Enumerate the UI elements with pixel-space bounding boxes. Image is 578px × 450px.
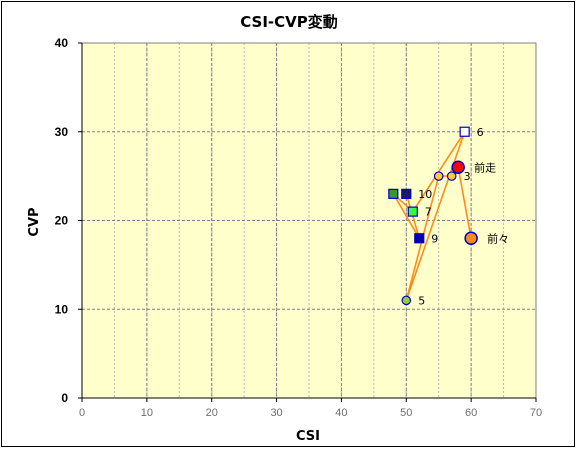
y-tick-label: 20	[55, 214, 69, 228]
y-tick-label: 30	[55, 125, 69, 139]
x-tick-label: 40	[335, 407, 347, 419]
data-point-5	[401, 295, 412, 306]
x-tick-label: 20	[206, 407, 218, 419]
y-tick-label: 40	[55, 36, 69, 50]
y-tick-label: 0	[61, 391, 68, 405]
point-label-3: 3	[464, 170, 471, 183]
point-label-前々: 前々	[487, 231, 509, 245]
point-label-7: 7	[425, 206, 432, 219]
x-tick-label: 0	[79, 407, 85, 419]
y-tick-label: 10	[55, 302, 69, 316]
x-tick-label: 70	[530, 407, 542, 419]
data-point-6	[459, 126, 470, 137]
point-label-5: 5	[418, 294, 425, 307]
point-label-9: 9	[431, 232, 438, 245]
point-label-前走: 前走	[474, 160, 496, 174]
data-point-4	[433, 171, 444, 181]
x-axis-title: CSI	[296, 429, 320, 444]
data-point-8	[388, 188, 399, 199]
data-point-前々	[464, 231, 478, 245]
x-tick-label: 30	[270, 407, 282, 419]
data-point-7	[407, 206, 418, 217]
x-tick-label: 50	[400, 407, 412, 419]
point-label-6: 6	[477, 126, 484, 139]
point-label-10: 10	[418, 188, 432, 201]
data-point-3	[446, 171, 457, 181]
data-point-9	[414, 233, 425, 244]
data-point-10	[401, 188, 412, 199]
x-tick-label: 60	[465, 407, 477, 419]
data-point-前走	[451, 160, 465, 174]
x-tick-label: 10	[141, 407, 153, 419]
y-axis-title: CVP	[27, 207, 42, 236]
chart-title: CSI-CVP変動	[240, 13, 338, 31]
